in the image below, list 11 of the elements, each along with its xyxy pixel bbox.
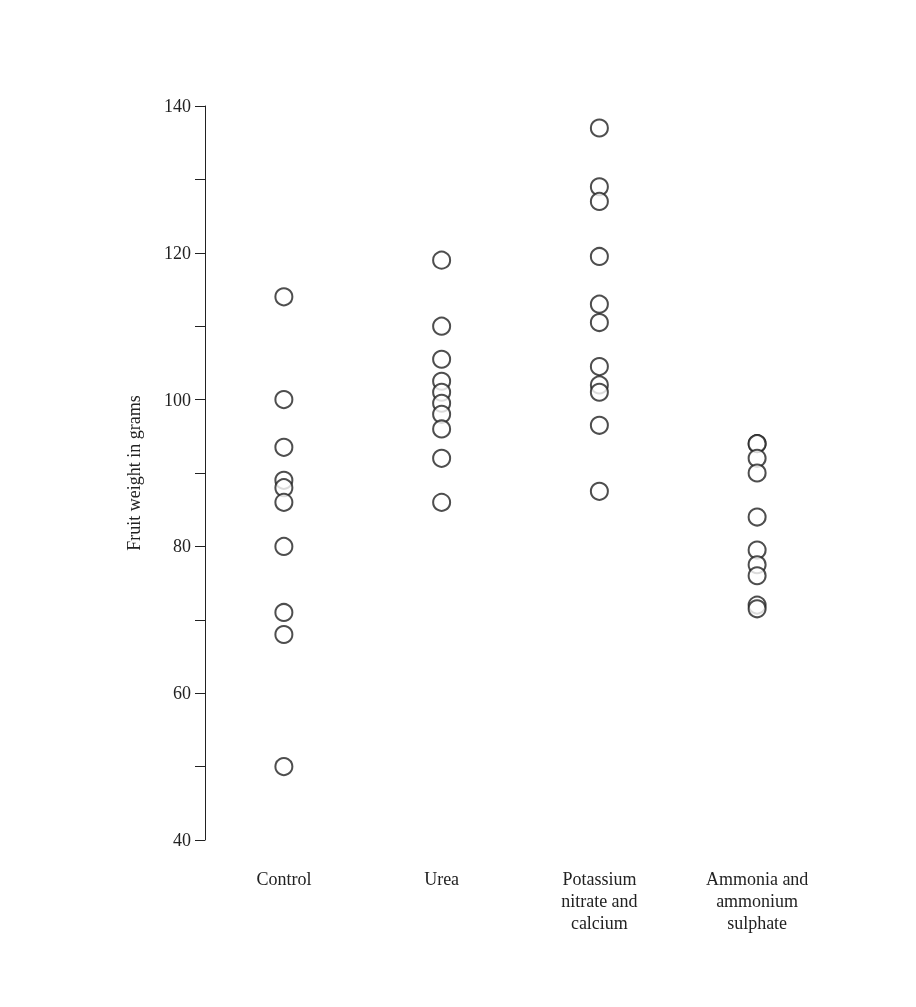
y-tick-label: 40 xyxy=(173,830,191,850)
x-tick-label: Control xyxy=(256,869,312,889)
y-tick-label: 120 xyxy=(164,242,191,263)
x-tick-label: Urea xyxy=(424,869,460,889)
y-axis-title: Fruit weight in grams xyxy=(124,395,144,551)
x-tick-label: Ammonia and ammonium sulphate xyxy=(705,869,809,933)
y-tick-label: 80 xyxy=(173,536,191,557)
y-tick-label: 100 xyxy=(164,389,191,410)
y-tick-label: 60 xyxy=(173,683,191,704)
y-tick-label: 140 xyxy=(164,96,191,116)
x-tick-label: Potassium nitrate and calcium xyxy=(561,869,638,933)
